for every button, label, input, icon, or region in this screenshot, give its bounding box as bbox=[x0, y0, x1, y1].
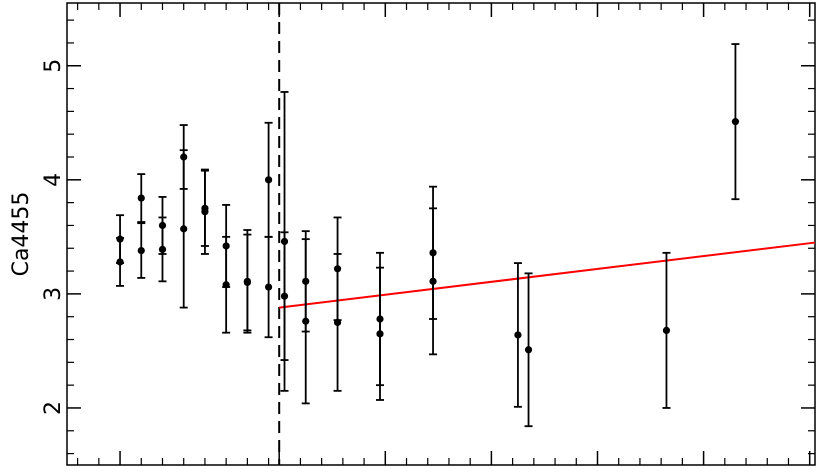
y-tick-label: 4 bbox=[41, 173, 66, 187]
data-points bbox=[116, 43, 740, 428]
data-point bbox=[137, 246, 145, 255]
x-axis-ticks bbox=[77, 3, 811, 465]
data-point bbox=[180, 225, 188, 233]
data-point bbox=[731, 118, 740, 126]
data-point bbox=[280, 292, 289, 300]
data-point bbox=[376, 330, 384, 338]
data-point bbox=[116, 258, 124, 266]
fit-line bbox=[279, 241, 816, 309]
data-point bbox=[201, 208, 209, 216]
data-point bbox=[222, 281, 230, 289]
data-point bbox=[662, 326, 671, 334]
y-axis-label: Ca4455 bbox=[9, 192, 34, 277]
plot-frame bbox=[66, 2, 816, 466]
data-point bbox=[264, 283, 273, 291]
data-point bbox=[137, 194, 145, 202]
data-point bbox=[524, 346, 533, 354]
data-point bbox=[264, 176, 273, 184]
data-point bbox=[429, 277, 437, 285]
data-point bbox=[158, 245, 167, 253]
y-axis-ticks: 2 3 4 5 bbox=[41, 19, 815, 455]
data-point bbox=[302, 317, 310, 325]
y-tick-label: 2 bbox=[41, 401, 66, 415]
data-point bbox=[243, 278, 251, 287]
y-tick-label: 5 bbox=[41, 59, 66, 73]
data-point bbox=[333, 318, 342, 327]
data-point bbox=[514, 331, 522, 339]
y-tick-label: 3 bbox=[41, 287, 66, 301]
